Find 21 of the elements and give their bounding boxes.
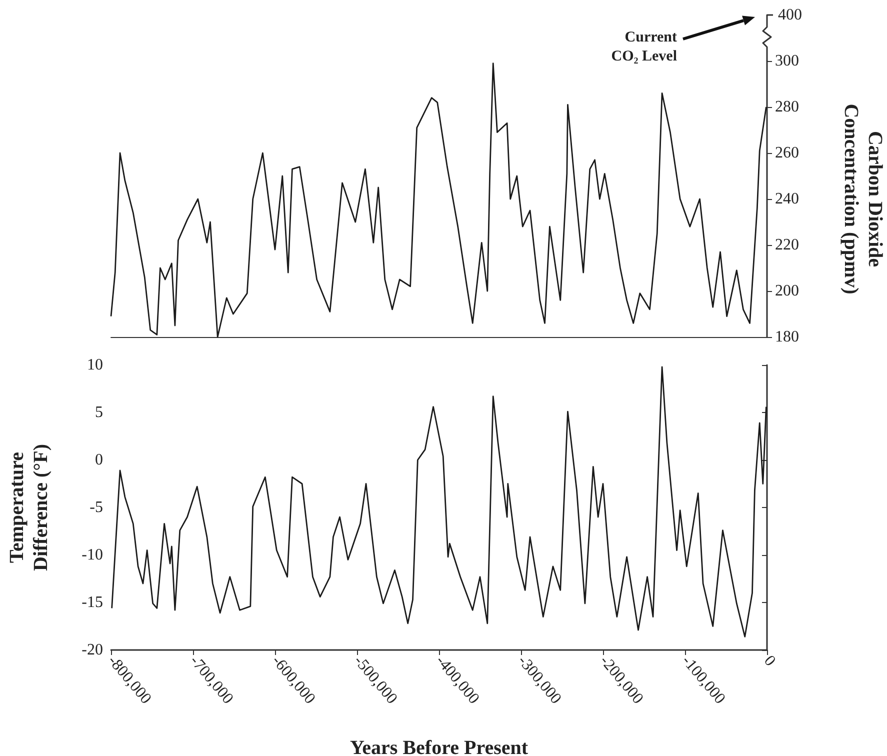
text: 400 bbox=[778, 6, 802, 24]
annotation: Current CO₂ Level bbox=[611, 30, 677, 64]
y-tick-label: -20 bbox=[82, 642, 103, 658]
line-series bbox=[111, 366, 767, 638]
x-tick-label: 0 bbox=[760, 652, 779, 670]
y-tick-label: -15 bbox=[82, 594, 103, 611]
y-tick-label: -10 bbox=[82, 546, 103, 564]
y2-tick-label: 200 bbox=[775, 282, 799, 300]
x-axis-title: Years Before Present bbox=[350, 737, 528, 756]
y-tick-label: 10 bbox=[87, 356, 103, 374]
y2-tick-label: 220 bbox=[775, 236, 799, 254]
y-tick-label: -5 bbox=[90, 499, 103, 516]
y-axis-title: Temperature Difference (°F) bbox=[6, 444, 52, 572]
y-tick-label: 5 bbox=[95, 404, 103, 421]
y2-axis-title: Carbon Dioxide Concentration (ppmv) bbox=[840, 104, 886, 294]
y2-tick-label: 240 bbox=[775, 190, 799, 208]
y2-tick-label: 260 bbox=[775, 144, 799, 162]
y2-tick-label: 180 bbox=[775, 328, 799, 346]
y2-tick-label: 300 bbox=[775, 52, 799, 70]
y2-tick-label: 280 bbox=[775, 98, 799, 116]
y-tick-label: 0 bbox=[95, 452, 103, 468]
